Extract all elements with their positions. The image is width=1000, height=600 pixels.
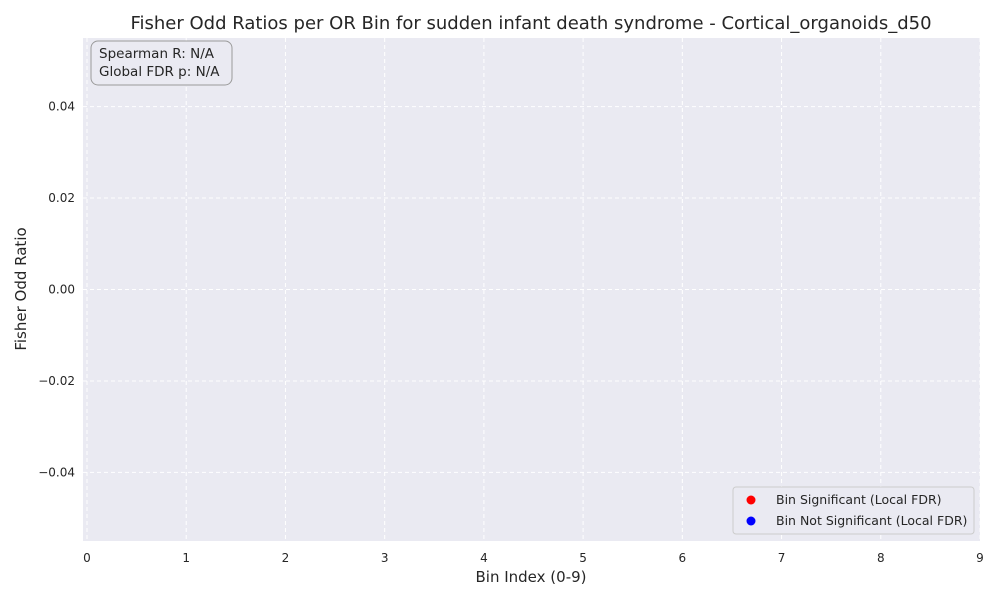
legend-box [732, 486, 975, 535]
x-tick-label: 9 [976, 551, 984, 565]
legend-label-not-significant: Bin Not Significant (Local FDR) [776, 513, 967, 528]
x-tick-label: 0 [83, 551, 91, 565]
x-axis-ticks: 0 1 2 3 4 5 6 7 8 9 [83, 551, 984, 565]
spearman-r-annotation: Spearman R: N/A [99, 46, 215, 62]
y-tick-label: 0.00 [48, 283, 75, 297]
legend-label-significant: Bin Significant (Local FDR) [776, 492, 942, 507]
y-axis-label: Fisher Odd Ratio [12, 227, 30, 350]
x-axis-label: Bin Index (0-9) [476, 568, 587, 586]
x-tick-label: 3 [381, 551, 389, 565]
x-tick-label: 2 [282, 551, 290, 565]
stats-annotation-box [90, 40, 233, 86]
y-tick-label: 0.02 [48, 191, 75, 205]
chart-title: Fisher Odd Ratios per OR Bin for sudden … [130, 13, 931, 34]
grid-lines [83, 38, 981, 541]
x-tick-label: 5 [579, 551, 587, 565]
legend: Bin Significant (Local FDR) Bin Not Sign… [732, 486, 975, 535]
y-tick-label: −0.04 [38, 465, 75, 479]
x-tick-label: 7 [778, 551, 786, 565]
y-axis-ticks: −0.04 −0.02 0.00 0.02 0.04 [38, 100, 75, 480]
legend-marker-significant [746, 495, 756, 505]
x-tick-label: 4 [480, 551, 488, 565]
y-tick-label: −0.02 [38, 374, 75, 388]
global-fdr-annotation: Global FDR p: N/A [99, 64, 220, 80]
x-tick-label: 6 [679, 551, 687, 565]
y-tick-label: 0.04 [48, 100, 75, 114]
x-tick-label: 1 [182, 551, 190, 565]
stats-annotation: Spearman R: N/A Global FDR p: N/A [90, 40, 233, 86]
legend-marker-not-significant [746, 516, 756, 526]
x-tick-label: 8 [877, 551, 885, 565]
